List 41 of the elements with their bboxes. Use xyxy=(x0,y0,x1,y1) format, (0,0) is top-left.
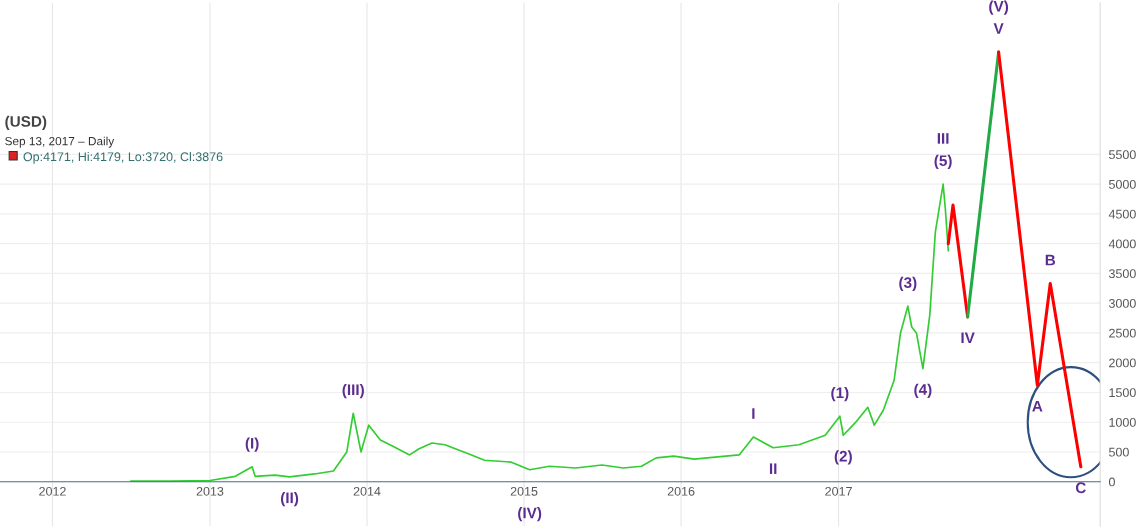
y-tick-label: 1500 xyxy=(1109,388,1136,398)
y-tick-label: 2000 xyxy=(1109,358,1136,368)
annotation: (3) xyxy=(899,276,917,292)
x-tick-label: 2016 xyxy=(667,486,695,496)
x-tick-label: 2014 xyxy=(353,486,381,496)
annotation: IV xyxy=(961,332,975,344)
y-tick-label: 5000 xyxy=(1108,179,1136,189)
y-tick-label: 3000 xyxy=(1108,298,1136,308)
annotation: (II) xyxy=(280,492,299,507)
x-tick-label: 2015 xyxy=(510,486,538,496)
y-tick-label: 5500 xyxy=(1108,150,1136,160)
annotation: (V) xyxy=(989,0,1009,15)
y-tick-label: 3500 xyxy=(1108,269,1136,279)
y-tick-label: 4000 xyxy=(1108,239,1136,249)
y-tick-label: 2500 xyxy=(1109,328,1136,338)
annotation: V xyxy=(993,23,1004,34)
annotation: (4) xyxy=(914,383,932,398)
y-tick-label: 500 xyxy=(1108,447,1129,457)
annotation: I xyxy=(752,408,755,419)
annotation: Op:4171, Hi:4179, Lo:3720, Cl:3876 xyxy=(23,151,223,164)
text: (USD) xyxy=(5,115,47,130)
y-tick-label: 1000 xyxy=(1109,417,1136,427)
annotation: Sep 13, 2017 – Daily xyxy=(5,136,115,148)
annotation: (5) xyxy=(934,154,952,170)
y-tick-label: 4500 xyxy=(1108,209,1136,219)
annotation: (IV) xyxy=(518,507,542,522)
line-series xyxy=(129,183,950,482)
annotation: (2) xyxy=(834,450,852,465)
x-tick-label: 2013 xyxy=(196,486,224,496)
annotation: C xyxy=(1075,482,1086,494)
annotation: (I) xyxy=(245,437,259,452)
annotation: (1) xyxy=(831,386,849,402)
x-tick-label: 2017 xyxy=(825,486,852,496)
line-series xyxy=(997,50,1083,469)
annotation: II xyxy=(769,463,777,474)
annotation: B xyxy=(1045,254,1056,266)
annotation: A xyxy=(1032,400,1043,412)
annotation: (III) xyxy=(342,383,364,399)
annotation: III xyxy=(937,133,949,144)
x-tick-label: 2012 xyxy=(39,486,66,496)
y-tick-label: 0 xyxy=(1108,477,1115,487)
